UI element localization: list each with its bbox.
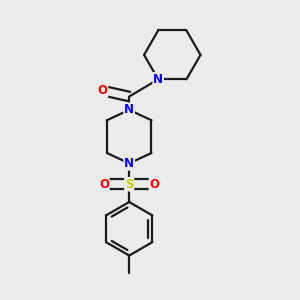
Text: N: N: [124, 103, 134, 116]
Text: O: O: [98, 84, 107, 97]
Text: N: N: [153, 73, 163, 86]
Text: O: O: [99, 178, 109, 191]
Text: N: N: [124, 157, 134, 170]
Text: O: O: [149, 178, 160, 191]
Text: S: S: [125, 178, 134, 191]
